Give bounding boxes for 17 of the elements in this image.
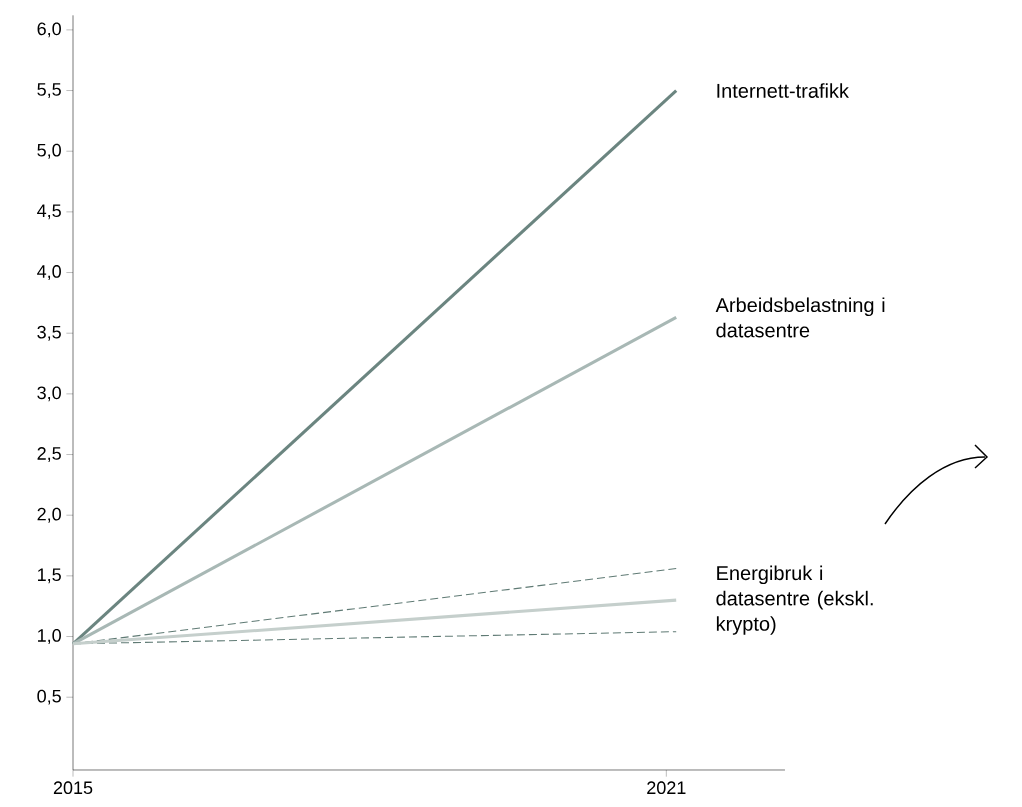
y-tick-label: 6,0: [37, 22, 61, 38]
x-tick-label: 2021: [647, 781, 686, 795]
y-tick-label: 5,0: [37, 143, 61, 159]
text: Energibruk i datasentre (ekskl. krypto): [716, 565, 873, 635]
series-label: Arbeidsbelastning i datasentre: [715, 297, 885, 338]
y-tick-label: 2,5: [37, 447, 61, 462]
y-tick-label: 4,0: [37, 265, 61, 280]
x-tick-label: 2015: [53, 781, 93, 795]
y-tick-label: 2,0: [37, 507, 61, 523]
text: Internett-trafikk: [717, 83, 849, 98]
y-tick-label: 5,5: [37, 83, 61, 98]
y-tick-label: 4,5: [37, 204, 61, 220]
y-tick-label: 1,5: [38, 568, 61, 584]
y-tick-label: 0,5: [37, 689, 61, 705]
y-tick-label: 3,0: [37, 386, 61, 402]
y-tick-label: 3,5: [37, 325, 61, 341]
y-tick-label: 1,0: [38, 629, 61, 644]
